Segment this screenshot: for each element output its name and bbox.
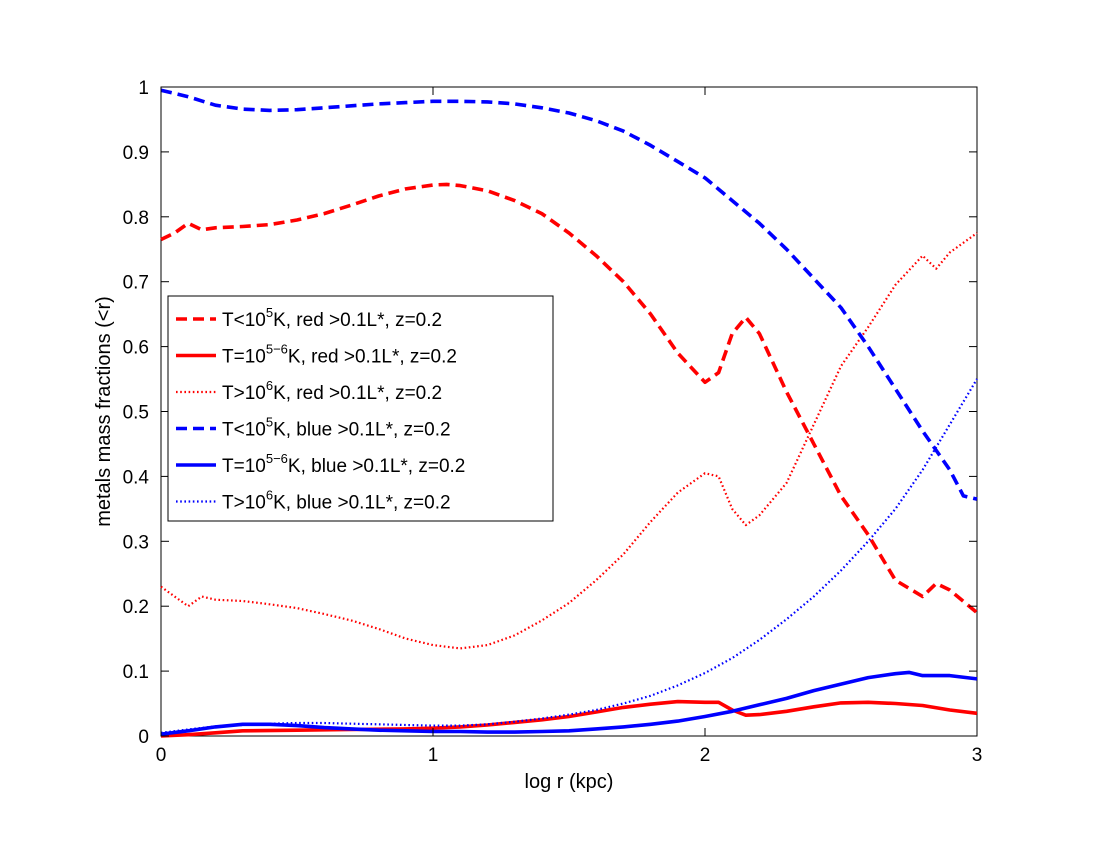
x-tick-label: 3 (972, 745, 983, 766)
x-tick-label: 0 (156, 745, 167, 766)
y-tick-label: 0.7 (123, 273, 149, 294)
legend-label-3: T>106K, red >0.1L*, z=0.2 (222, 378, 442, 404)
legend-label-4: T<105K, blue >0.1L*, z=0.2 (222, 415, 451, 441)
y-tick-label: 0 (138, 727, 149, 748)
y-tick-label: 0.8 (123, 208, 149, 229)
y-tick-label: 0.2 (123, 597, 149, 618)
x-tick-label: 1 (428, 745, 439, 766)
y-tick-label: 0.5 (123, 403, 149, 424)
y-tick-label: 0.3 (123, 532, 149, 553)
legend-label-1: T<105K, red >0.1L*, z=0.2 (222, 305, 442, 331)
y-tick-label: 0.9 (123, 143, 149, 164)
y-axis-label: metals mass fractions (<r) (93, 296, 115, 527)
y-tick-label: 0.1 (123, 662, 149, 683)
legend-box (167, 295, 554, 522)
legend-label-2: T=105−6K, red >0.1L*, z=0.2 (222, 342, 457, 368)
series-layer (160, 88, 979, 738)
series-line-5 (160, 670, 978, 736)
y-tick-label: 0.4 (123, 467, 150, 488)
legend-label-6: T>106K, blue >0.1L*, z=0.2 (222, 488, 451, 514)
legend: T<105K, red >0.1L*, z=0.2 T=105−6K, red >… (167, 295, 554, 522)
series-line-6 (160, 378, 978, 734)
series-line-1 (160, 182, 979, 615)
x-axis-label: log r (kpc) (525, 771, 614, 793)
y-tick-label: 0.6 (123, 338, 149, 359)
tick-layer: 0 1 2 3 0 0.1 0.2 0.3 0.4 0.5 0.6 0.7 0.8 0.9 1 (123, 78, 983, 766)
legend-label-5: T=105−6K, blue >0.1L*, z=0.2 (222, 451, 465, 477)
y-tick-label: 1 (138, 78, 149, 99)
x-tick-label: 2 (700, 745, 711, 766)
series-line-3 (160, 232, 978, 650)
